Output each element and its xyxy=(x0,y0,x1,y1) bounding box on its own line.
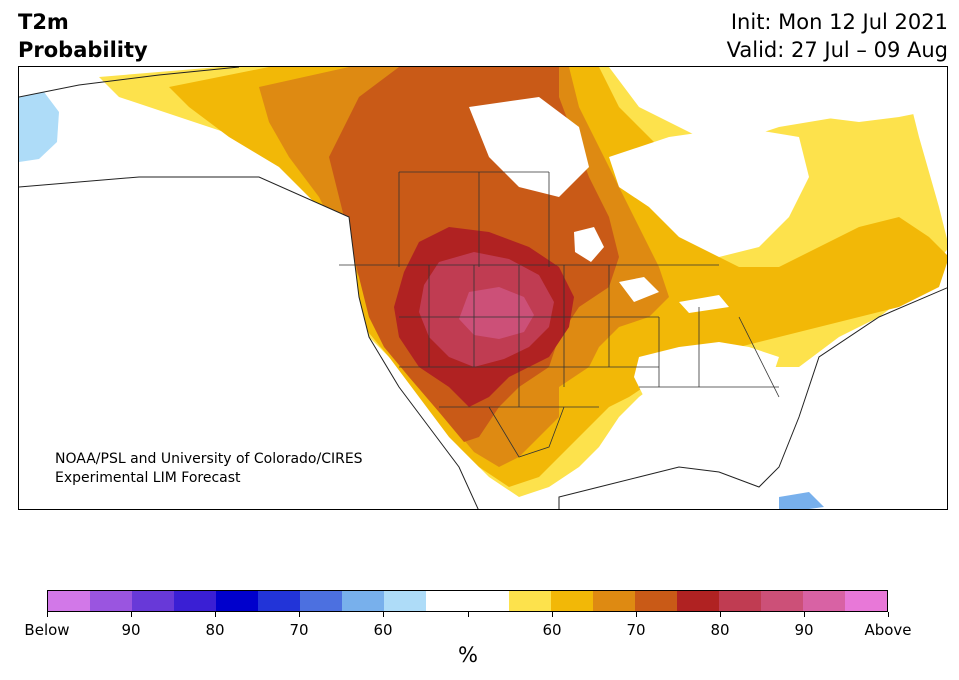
colorbar-segment xyxy=(48,591,90,611)
great-lakes xyxy=(574,227,729,313)
colorbar-tick xyxy=(888,612,889,617)
probability-colorbar xyxy=(47,590,888,612)
colorbar-tick-label: 80 xyxy=(710,621,730,639)
prob-zone-90 xyxy=(459,287,534,339)
map-canvas xyxy=(19,67,947,509)
map-title: T2m Probability xyxy=(18,8,148,64)
colorbar-segment xyxy=(593,591,636,611)
colorbar-tick-label: 60 xyxy=(542,621,562,639)
credit-line-1: NOAA/PSL and University of Colorado/CIRE… xyxy=(55,451,363,467)
colorbar-segment xyxy=(635,591,678,611)
colorbar-tick xyxy=(299,612,300,617)
colorbar-unit: % xyxy=(458,643,478,667)
colorbar-segment xyxy=(383,591,426,611)
colorbar-segment xyxy=(719,591,762,611)
colorbar-tick-label: 90 xyxy=(794,621,814,639)
colorbar-tick-label: 90 xyxy=(121,621,141,639)
colorbar-tick-label: Above xyxy=(864,621,912,639)
init-date: Init: Mon 12 Jul 2021 xyxy=(730,10,948,34)
colorbar-tick xyxy=(468,612,469,617)
colorbar-tick xyxy=(804,612,805,617)
probability-map xyxy=(18,66,948,510)
colorbar-segment xyxy=(761,591,804,611)
colorbar-tick-label: Below xyxy=(24,621,70,639)
ocean-south xyxy=(559,467,778,509)
colorbar-segment xyxy=(341,591,384,611)
colorbar-segment xyxy=(845,591,888,611)
colorbar-segment xyxy=(215,591,258,611)
political-borders xyxy=(339,171,780,458)
forecast-dates: Init: Mon 12 Jul 2021 Valid: 27 Jul – 09… xyxy=(727,8,948,64)
hudson-bay xyxy=(469,97,589,197)
colorbar-tick xyxy=(383,612,384,617)
colorbar-segment xyxy=(467,591,510,611)
colorbar-tick xyxy=(552,612,553,617)
credit-text: NOAA/PSL and University of Colorado/CIRE… xyxy=(55,450,363,488)
colorbar-segment xyxy=(299,591,342,611)
colorbar-tick xyxy=(636,612,637,617)
colorbar-segment xyxy=(425,591,468,611)
credit-line-2: Experimental LIM Forecast xyxy=(55,470,241,486)
ocean-west xyxy=(19,177,479,509)
colorbar-segment xyxy=(89,591,132,611)
valid-range: Valid: 27 Jul – 09 Aug xyxy=(726,38,948,62)
neutral-zone-arctic xyxy=(619,67,947,122)
prob-zone-below-caribbean xyxy=(779,492,824,509)
title-variable: T2m xyxy=(18,10,69,34)
ocean-east xyxy=(779,317,947,509)
colorbar-segment xyxy=(551,591,594,611)
colorbar-tick xyxy=(720,612,721,617)
colorbar-tick xyxy=(215,612,216,617)
colorbar-segment xyxy=(509,591,552,611)
colorbar-tick-label: 60 xyxy=(373,621,393,639)
colorbar-tick xyxy=(47,612,48,617)
neutral-zone-quebec xyxy=(609,127,809,257)
colorbar-segment xyxy=(131,591,174,611)
coastlines xyxy=(19,67,947,509)
colorbar-segment xyxy=(803,591,846,611)
colorbar-tick-label: 80 xyxy=(205,621,225,639)
colorbar-segment xyxy=(257,591,300,611)
prob-zone-below-60-alaska xyxy=(19,92,59,162)
colorbar-tick-label: 70 xyxy=(626,621,646,639)
colorbar-segment xyxy=(677,591,720,611)
neutral-zone-southeast xyxy=(634,342,779,457)
colorbar-tick xyxy=(131,612,132,617)
colorbar-segment xyxy=(173,591,216,611)
colorbar-tick-label: 70 xyxy=(289,621,309,639)
title-metric: Probability xyxy=(18,38,148,62)
